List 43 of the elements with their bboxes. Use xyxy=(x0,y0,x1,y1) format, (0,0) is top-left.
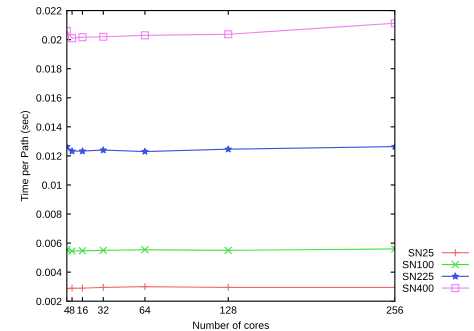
point xyxy=(78,284,86,292)
x-tick-label: 64 xyxy=(140,306,150,314)
y-tick-label: 0.014 xyxy=(36,123,62,131)
point xyxy=(99,32,108,41)
y-axis-title: Time per Path (sec) xyxy=(20,111,30,202)
y-tick-label: 0.006 xyxy=(36,240,62,247)
x-tick-label: 32 xyxy=(98,306,109,314)
x-tick-label: 256 xyxy=(386,306,404,314)
point xyxy=(224,246,232,254)
legend-label: SN225 xyxy=(402,272,434,280)
point xyxy=(78,33,86,42)
point xyxy=(224,30,232,38)
point xyxy=(140,246,149,254)
y-tick-label: 0.002 xyxy=(36,298,62,306)
y-tick-label: 0.018 xyxy=(36,65,62,73)
x-tick-label: 16 xyxy=(77,306,88,314)
y-tick-label: 0.012 xyxy=(36,152,62,160)
point xyxy=(140,282,149,291)
y-tick-label: 0.004 xyxy=(36,268,62,276)
x-tick-label: 128 xyxy=(220,306,236,314)
point xyxy=(99,283,108,292)
x-tick-label: 4 xyxy=(64,306,70,314)
point xyxy=(99,146,108,154)
y-tick-label: 0.016 xyxy=(36,94,62,102)
point xyxy=(224,283,232,292)
x-axis-title: Number of cores xyxy=(193,321,269,329)
y-tick-label: 0.02 xyxy=(42,36,62,44)
point xyxy=(68,247,76,256)
point xyxy=(99,246,108,254)
point xyxy=(78,246,86,255)
point xyxy=(68,147,76,154)
legend-label: SN100 xyxy=(402,260,434,268)
legend-label: SN400 xyxy=(402,284,434,292)
legend-label: SN25 xyxy=(408,249,434,256)
y-tick-label: 0.022 xyxy=(36,7,62,14)
point xyxy=(140,31,149,40)
point xyxy=(68,34,76,42)
point xyxy=(224,145,232,153)
point xyxy=(141,148,149,155)
x-tick-label: 8 xyxy=(70,306,74,314)
point xyxy=(78,147,86,154)
y-tick-label: 0.01 xyxy=(42,181,62,189)
y-tick-label: 0.008 xyxy=(36,210,62,218)
